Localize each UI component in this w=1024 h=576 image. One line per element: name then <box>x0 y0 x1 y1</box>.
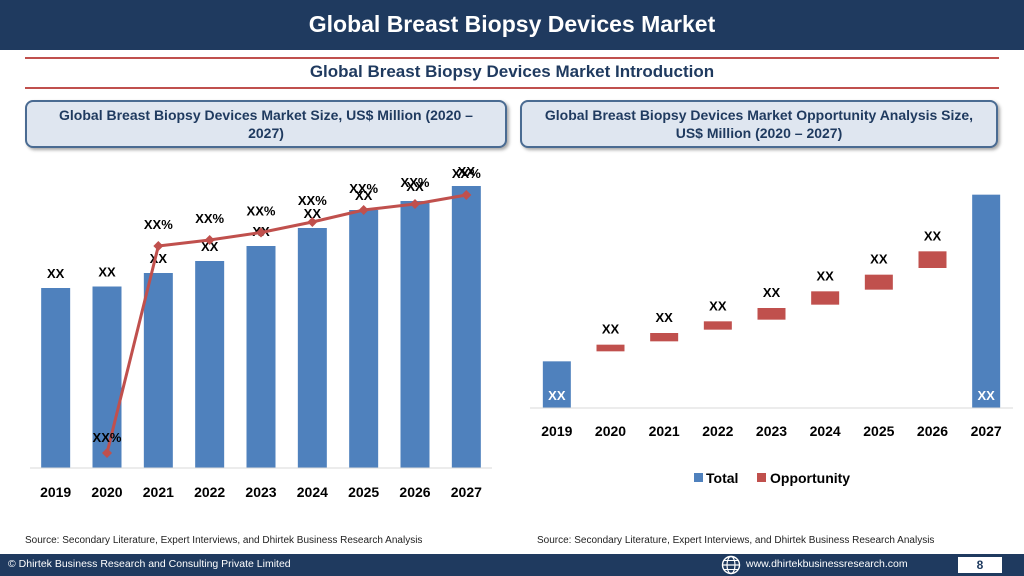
page-number: 8 <box>957 556 1003 574</box>
total-bar-2027 <box>972 194 1001 408</box>
left-panel-title-text: Global Breast Biopsy Devices Market Size… <box>59 107 473 141</box>
opportunity-x-tick-2023: 2023 <box>756 423 787 439</box>
size-x-tick-2021: 2021 <box>143 484 174 500</box>
size-bar-label-2019: XX <box>47 266 65 281</box>
size-x-tick-2019: 2019 <box>40 484 71 500</box>
right-source-note: Source: Secondary Literature, Expert Int… <box>537 535 935 546</box>
divider-bottom <box>25 87 999 89</box>
size-bar-2022 <box>195 261 225 468</box>
growth-line <box>105 193 467 454</box>
size-x-tick-2023: 2023 <box>245 484 276 500</box>
globe-icon <box>721 555 741 575</box>
left-source-note: Source: Secondary Literature, Expert Int… <box>25 535 423 546</box>
legend-swatch-total <box>694 473 703 482</box>
size-bar-label-2020: XX <box>98 265 116 280</box>
page-title: Global Breast Biopsy Devices Market <box>308 11 716 37</box>
left-panel-title: Global Breast Biopsy Devices Market Size… <box>25 100 507 148</box>
size-bar-label-2022: XX <box>201 239 219 254</box>
opportunity-x-tick-2020: 2020 <box>595 423 626 439</box>
opportunity-bar-2025 <box>864 274 893 290</box>
opportunity-x-tick-2021: 2021 <box>649 423 680 439</box>
opportunity-bar-label-2026: XX <box>924 228 942 243</box>
size-bar-2026 <box>400 201 430 468</box>
opportunity-bar-2026 <box>918 251 947 268</box>
growth-marker-2025 <box>358 205 369 215</box>
growth-marker-2022 <box>204 235 215 245</box>
size-bar-2021 <box>143 273 173 468</box>
growth-label-2022: XX% <box>195 211 224 226</box>
opportunity-bar-label-2020: XX <box>602 322 620 337</box>
legend-label-opportunity: Opportunity <box>770 470 850 486</box>
growth-label-2021: XX% <box>144 217 173 232</box>
opportunity-bar-2024 <box>811 291 840 305</box>
opportunity-bar-label-2024: XX <box>816 268 834 283</box>
growth-marker-2023 <box>256 227 266 238</box>
opportunity-bar-2020 <box>596 344 625 352</box>
growth-label-2020: XX% <box>93 430 122 445</box>
opportunity-x-tick-2019: 2019 <box>541 423 572 439</box>
size-bar-2024 <box>297 228 327 468</box>
growth-marker-2027 <box>461 190 472 200</box>
footer-copyright: © Dhirtek Business Research and Consulti… <box>8 558 291 570</box>
opportunity-bar-label-2023: XX <box>763 285 781 300</box>
size-bar-label-2026: XX <box>406 179 424 194</box>
right-panel-title-text: Global Breast Biopsy Devices Market Oppo… <box>544 107 974 141</box>
opportunity-x-tick-2027: 2027 <box>971 423 1002 439</box>
growth-label-2027: XX% <box>452 166 481 181</box>
opportunity-bar-2023 <box>757 308 786 320</box>
size-bar-2023 <box>246 246 276 468</box>
divider-top <box>25 57 999 59</box>
size-x-tick-2020: 2020 <box>91 484 122 500</box>
growth-label-2026: XX% <box>401 175 430 190</box>
legend-label-total: Total <box>706 470 738 486</box>
opportunity-bar-label-2021: XX <box>655 310 673 325</box>
growth-label-2024: XX% <box>298 193 327 208</box>
right-panel-title: Global Breast Biopsy Devices Market Oppo… <box>520 100 998 148</box>
opportunity-x-tick-2025: 2025 <box>863 423 894 439</box>
opportunity-bar-2021 <box>650 333 679 342</box>
size-bar-label-2027: XX <box>458 164 476 179</box>
size-bar-label-2025: XX <box>355 188 373 203</box>
size-x-tick-2025: 2025 <box>348 484 379 500</box>
section-title: Global Breast Biopsy Devices Market Intr… <box>309 62 715 81</box>
total-bar-label-2019: XX <box>548 388 566 403</box>
footer-bar <box>0 554 1024 576</box>
opportunity-bar-2022 <box>703 321 732 330</box>
growth-marker-2020 <box>102 448 112 458</box>
size-bar-label-2021: XX <box>150 251 168 266</box>
size-bar-2020 <box>92 286 122 468</box>
footer-website-link[interactable]: www.dhirtekbusinessresearch.com <box>746 558 908 570</box>
opportunity-x-tick-2026: 2026 <box>917 423 948 439</box>
header-bar <box>0 0 1024 50</box>
size-x-tick-2027: 2027 <box>451 484 482 500</box>
growth-marker-2026 <box>410 199 420 209</box>
opportunity-x-tick-2024: 2024 <box>810 423 841 439</box>
size-bar-2019 <box>41 288 71 468</box>
opportunity-bar-label-2025: XX <box>870 252 888 267</box>
opportunity-x-tick-2022: 2022 <box>702 423 733 439</box>
growth-marker-2024 <box>307 217 318 227</box>
growth-label-2025: XX% <box>349 181 378 196</box>
size-x-tick-2024: 2024 <box>297 484 328 500</box>
total-bar-2019 <box>542 361 571 408</box>
total-bar-label-2027: XX <box>977 388 995 403</box>
legend-swatch-opportunity <box>757 473 766 482</box>
size-x-tick-2026: 2026 <box>399 484 430 500</box>
size-x-tick-2022: 2022 <box>194 484 225 500</box>
size-bar-2025 <box>349 210 379 468</box>
growth-label-2023: XX% <box>247 204 276 219</box>
size-bar-2027 <box>451 186 481 468</box>
opportunity-bar-label-2022: XX <box>709 298 727 313</box>
size-bar-label-2024: XX <box>304 206 322 221</box>
growth-marker-2021 <box>153 241 164 251</box>
